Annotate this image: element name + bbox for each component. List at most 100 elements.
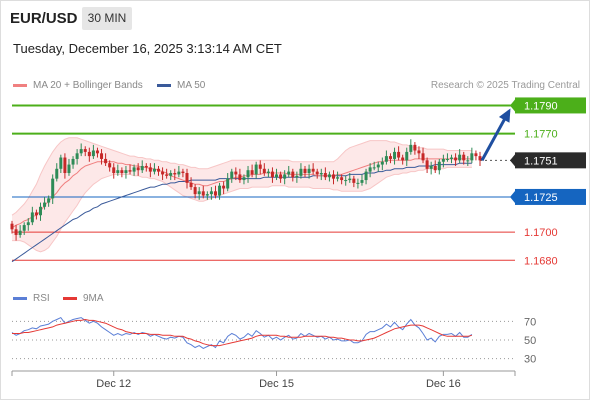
candle-body <box>340 177 344 181</box>
candle-body <box>205 194 209 196</box>
candle-body <box>262 168 266 174</box>
candle-body <box>246 170 250 178</box>
candle-body <box>22 225 26 231</box>
candle-body <box>201 191 205 196</box>
candle-body <box>478 156 482 161</box>
level-label-1.1725: 1.1725 <box>524 192 558 204</box>
level-label-1.1770: 1.1770 <box>524 129 558 141</box>
ma50-swatch <box>157 83 171 87</box>
forecast-arrow-head <box>498 108 511 123</box>
candle-body <box>376 164 380 168</box>
rsi-ma-line <box>12 318 473 347</box>
candle-body <box>132 167 136 172</box>
candle-body <box>124 170 128 174</box>
candle-body <box>336 177 340 179</box>
candle-body <box>181 171 185 174</box>
rsi-line <box>11 316 473 349</box>
candle-body <box>433 165 437 171</box>
candle-body <box>67 164 71 174</box>
candle-body <box>213 191 217 196</box>
candle-body <box>234 171 238 175</box>
candle-body <box>63 157 67 174</box>
candle-body <box>230 171 234 179</box>
candle-body <box>140 165 144 171</box>
candle-body <box>470 153 474 161</box>
candle-body <box>384 156 388 162</box>
candle-body <box>14 229 18 235</box>
rsi-tick-label: 30 <box>524 354 536 366</box>
candle-body <box>258 164 262 169</box>
candle-body <box>169 173 173 176</box>
candle-body <box>299 168 303 176</box>
candle-body <box>364 171 368 181</box>
candle-body <box>360 180 364 183</box>
level-tag-1.1751 <box>515 152 586 169</box>
candle-body <box>421 153 425 161</box>
candle-body <box>323 173 327 178</box>
candle-body <box>197 191 201 195</box>
candle-body <box>100 153 104 159</box>
copyright-notice: Research © 2025 Trading Central <box>430 80 580 91</box>
candle-body <box>466 160 470 162</box>
candle-body <box>112 167 116 174</box>
candle-body <box>209 191 213 195</box>
candle-body <box>30 212 34 223</box>
candle-body <box>401 157 405 161</box>
candle-body <box>173 173 177 175</box>
candle-body <box>270 171 274 178</box>
candle-body <box>380 161 384 165</box>
candle-body <box>34 212 38 216</box>
candle-body <box>108 163 112 168</box>
symbol-title: EUR/USD <box>10 10 78 27</box>
candle-body <box>287 171 291 175</box>
level-label-1.1790: 1.1790 <box>524 100 558 112</box>
candle-body <box>242 177 246 181</box>
candle-body <box>462 154 466 161</box>
ma20-swatch <box>13 83 27 87</box>
candle-body <box>71 158 75 165</box>
candle-body <box>425 160 429 169</box>
candle-body <box>95 150 99 154</box>
candle-body <box>327 174 331 178</box>
candle-body <box>51 178 55 199</box>
candle-body <box>59 157 63 169</box>
candle-body <box>38 206 42 216</box>
level-tag-1.1725 <box>515 188 586 205</box>
level-tag-1.1790 <box>515 97 586 114</box>
legend-rsi: RSI <box>13 293 50 304</box>
candle-body <box>226 178 230 189</box>
timeframe-button[interactable]: 30 MIN <box>82 7 132 30</box>
candle-body <box>116 170 120 174</box>
candle-body <box>128 170 132 172</box>
candle-body <box>331 174 335 179</box>
bollinger-upper-line <box>11 137 472 216</box>
candle-body <box>148 167 152 172</box>
candle-body <box>458 154 462 161</box>
candle-body <box>83 149 87 152</box>
candle-body <box>177 171 181 175</box>
legend-ma50: MA 50 <box>157 80 205 91</box>
candle-body <box>218 185 222 196</box>
ma20-label: MA 20 + Bollinger Bands <box>33 80 143 91</box>
level-tag-pointer-1.1790 <box>510 99 515 112</box>
rsi-tick-label: 50 <box>524 335 536 347</box>
candle-body <box>91 150 95 157</box>
level-label-1.1680: 1.1680 <box>524 255 558 267</box>
candle-body <box>368 167 372 172</box>
candle-body <box>409 144 413 152</box>
candle-body <box>393 151 397 159</box>
candle-body <box>441 158 445 162</box>
candle-body <box>315 171 319 175</box>
candle-body <box>47 198 51 203</box>
candle-body <box>352 178 356 183</box>
candle-body <box>250 170 254 175</box>
ma50-line <box>11 162 472 263</box>
level-tag-pointer-1.1725 <box>510 190 515 203</box>
candle-body <box>157 168 161 172</box>
candle-body <box>144 165 148 168</box>
level-tag-pointer-1.1751 <box>510 154 515 167</box>
candle-body <box>413 144 417 151</box>
candle-body <box>356 182 360 184</box>
candle-body <box>136 167 140 171</box>
x-tick-label: Dec 16 <box>426 378 461 390</box>
